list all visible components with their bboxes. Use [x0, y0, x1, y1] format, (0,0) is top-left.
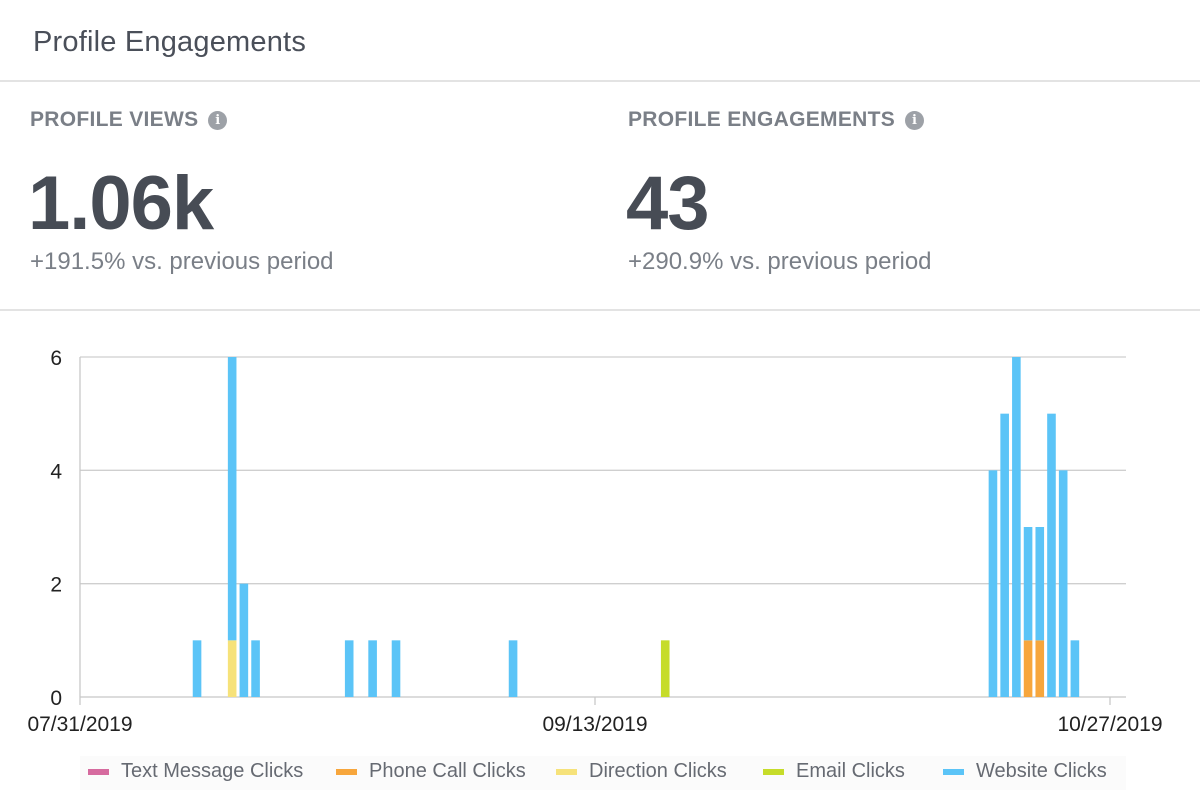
bar-segment[interactable]	[1000, 413, 1009, 697]
card-header: Profile Engagements	[0, 0, 1200, 82]
bar-segment[interactable]	[227, 357, 237, 641]
chart-legend: Text Message Clicks Phone Call Clicks Di…	[80, 756, 1126, 790]
bar-segment[interactable]	[227, 640, 237, 697]
bar-segment[interactable]	[660, 640, 670, 697]
stat-label: PROFILE ENGAGEMENTS i	[628, 108, 925, 132]
legend-label: Direction Clicks	[589, 760, 727, 782]
legend-swatch	[336, 768, 357, 775]
legend-item-phone-call[interactable]: Phone Call Clicks	[336, 760, 526, 783]
stat-change: +290.9% vs. previous period	[628, 248, 932, 275]
legend-item-email[interactable]: Email Clicks	[763, 760, 905, 783]
bar-segment[interactable]	[1047, 413, 1056, 697]
bar-segment[interactable]	[251, 640, 260, 697]
legend-swatch	[943, 768, 964, 775]
bar-segment[interactable]	[368, 640, 377, 697]
legend-swatch	[556, 768, 577, 775]
stat-label-text: PROFILE VIEWS	[30, 108, 199, 131]
y-tick-label: 4	[50, 460, 62, 483]
stat-label: PROFILE VIEWS i	[30, 108, 228, 132]
bar-segment[interactable]	[1035, 640, 1045, 697]
stat-value: 43	[626, 161, 710, 246]
legend-label: Website Clicks	[976, 760, 1107, 782]
bar-segment[interactable]	[1058, 470, 1068, 697]
y-tick-label: 0	[50, 687, 62, 710]
x-tick-label: 09/13/2019	[542, 713, 647, 736]
legend-swatch	[88, 768, 109, 775]
bar-segment[interactable]	[508, 640, 518, 697]
stat-value: 1.06k	[28, 161, 214, 246]
bar-segment[interactable]	[391, 640, 401, 697]
bar-segment[interactable]	[1070, 640, 1080, 697]
stat-change: +191.5% vs. previous period	[30, 248, 334, 275]
bar-segment[interactable]	[1012, 357, 1021, 697]
legend-label: Email Clicks	[796, 760, 905, 782]
legend-item-direction[interactable]: Direction Clicks	[556, 760, 727, 783]
bar-segment[interactable]	[1023, 527, 1033, 641]
info-icon[interactable]: i	[905, 110, 925, 130]
legend-item-website[interactable]: Website Clicks	[943, 760, 1107, 783]
legend-label: Text Message Clicks	[121, 760, 304, 782]
bar-segment[interactable]	[1023, 640, 1033, 697]
bar-segment[interactable]	[1035, 527, 1045, 641]
y-tick-label: 2	[50, 574, 62, 597]
x-tick-label: 10/27/2019	[1057, 713, 1162, 736]
x-tick-label: 07/31/2019	[27, 713, 132, 736]
legend-item-text-message[interactable]: Text Message Clicks	[88, 760, 303, 783]
stats-panel: PROFILE VIEWS i 1.06k +191.5% vs. previo…	[0, 82, 1200, 311]
bar-segment[interactable]	[192, 640, 202, 697]
engagement-chart: 0 2 4 6 07/31/2019 09/13/2019 10/27/2019	[27, 347, 1162, 736]
bar-segment[interactable]	[988, 470, 998, 697]
bar-segment[interactable]	[344, 640, 354, 697]
y-tick-label: 6	[50, 347, 62, 370]
page-title: Profile Engagements	[33, 26, 307, 58]
info-icon[interactable]: i	[208, 110, 228, 130]
legend-swatch	[763, 768, 784, 775]
legend-label: Phone Call Clicks	[369, 760, 526, 782]
stat-label-text: PROFILE ENGAGEMENTS	[628, 108, 896, 131]
bar-segment[interactable]	[239, 583, 249, 697]
